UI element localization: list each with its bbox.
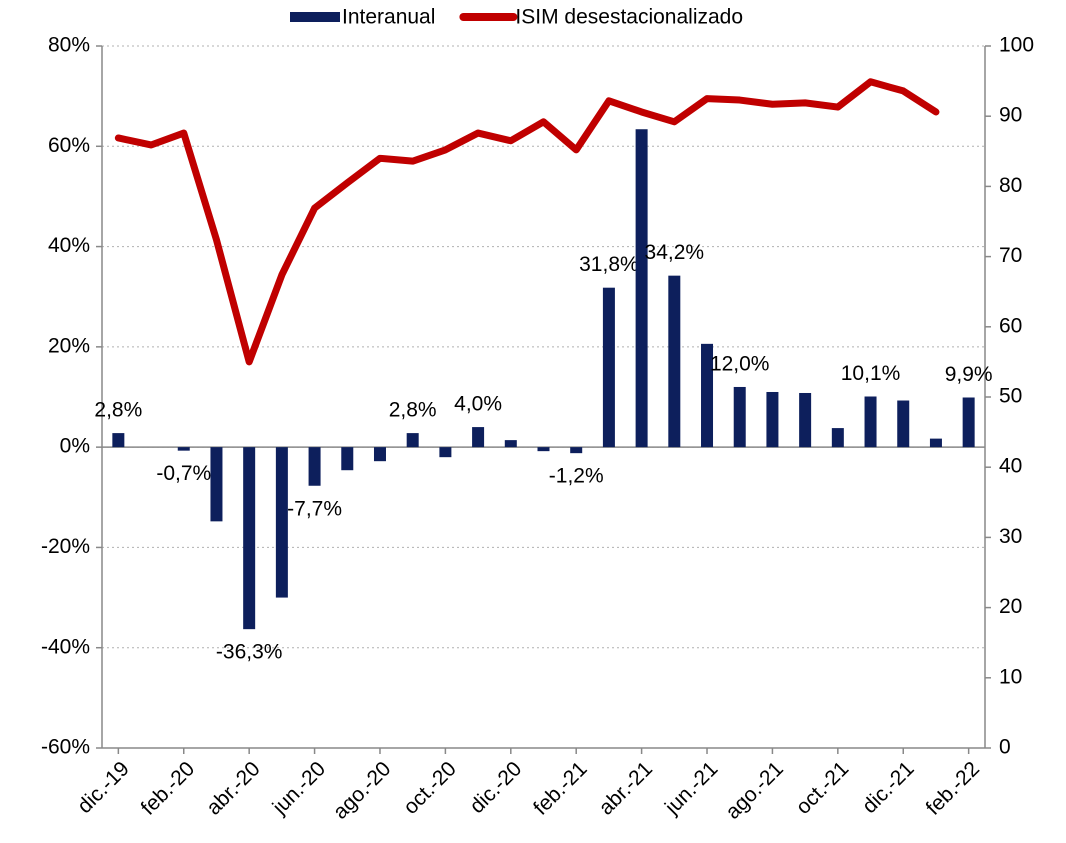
legend-label: ISIM desestacionalizado: [515, 6, 743, 29]
bar: [799, 392, 812, 448]
bar: [897, 400, 910, 448]
bar: [243, 447, 256, 630]
x-tick-label: ago.-20: [329, 757, 396, 824]
x-tick-label: dic.-19: [73, 757, 134, 818]
legend-swatch: [290, 12, 340, 22]
x-tick-label: jun.-20: [268, 757, 330, 819]
y-tick-label: 80%: [48, 34, 90, 57]
bar: [668, 275, 681, 448]
data-label: 2,8%: [389, 399, 437, 422]
y-tick-label: 20%: [48, 334, 90, 357]
data-label: 31,8%: [579, 253, 639, 276]
bar: [341, 447, 354, 471]
x-tick-label: oct.-21: [792, 757, 854, 819]
legend-label: Interanual: [342, 6, 435, 29]
data-label: 12,0%: [710, 353, 770, 376]
y2-tick-label: 20: [999, 595, 1022, 618]
data-label: -36,3%: [216, 641, 283, 664]
y2-tick-label: 70: [999, 244, 1022, 267]
y-tick-label: 40%: [48, 234, 90, 257]
bar: [766, 391, 779, 448]
y-tick-label: -20%: [41, 535, 90, 558]
line: [114, 78, 940, 366]
x-tick-label: feb.-20: [137, 757, 200, 820]
x-tick-label: feb.-21: [529, 757, 592, 820]
y2-tick-label: 90: [999, 104, 1022, 127]
x-tick-label: jun.-21: [660, 757, 722, 819]
y2-tick-label: 40: [999, 455, 1022, 478]
bar: [602, 287, 615, 448]
x-tick-label: oct.-20: [399, 757, 461, 819]
bar: [472, 427, 485, 448]
bar: [210, 447, 223, 522]
bar: [831, 428, 844, 448]
data-label: 10,1%: [841, 362, 901, 385]
bar: [439, 447, 452, 458]
bar: [112, 433, 125, 448]
bar: [635, 129, 648, 448]
bar: [929, 438, 942, 448]
data-label: 2,8%: [94, 399, 142, 422]
data-label: 4,0%: [454, 393, 502, 416]
x-tick-label: feb.-22: [922, 757, 985, 820]
y-tick-label: 0%: [60, 435, 90, 458]
data-label: -0,7%: [156, 462, 211, 485]
bar: [373, 447, 386, 462]
bar: [864, 396, 877, 448]
bar: [962, 397, 975, 448]
y2-tick-label: 100: [999, 34, 1034, 57]
bar: [537, 447, 550, 452]
bar: [733, 386, 746, 448]
x-tick-label: dic.-21: [858, 757, 919, 818]
x-tick-label: abr.-20: [202, 757, 265, 820]
bar: [570, 447, 583, 454]
y2-tick-label: 50: [999, 385, 1022, 408]
y-tick-label: 60%: [48, 134, 90, 157]
bar: [275, 447, 288, 598]
y2-tick-label: 10: [999, 665, 1022, 688]
y-tick-label: -60%: [41, 736, 90, 759]
x-tick-label: dic.-20: [465, 757, 526, 818]
x-tick-label: ago.-21: [721, 757, 788, 824]
bar: [177, 447, 190, 451]
y2-tick-label: 80: [999, 174, 1022, 197]
y2-tick-label: 0: [999, 736, 1011, 759]
data-label: -1,2%: [549, 465, 604, 488]
data-label: -7,7%: [287, 497, 342, 520]
data-label: 34,2%: [645, 241, 705, 264]
y2-tick-label: 60: [999, 314, 1022, 337]
data-label: 9,9%: [945, 363, 993, 386]
x-tick-label: abr.-21: [595, 757, 658, 820]
bar: [406, 433, 419, 448]
y2-tick-label: 30: [999, 525, 1022, 548]
bar: [504, 440, 517, 448]
y-tick-label: -40%: [41, 635, 90, 658]
bar: [308, 447, 321, 486]
bar: [701, 343, 714, 448]
